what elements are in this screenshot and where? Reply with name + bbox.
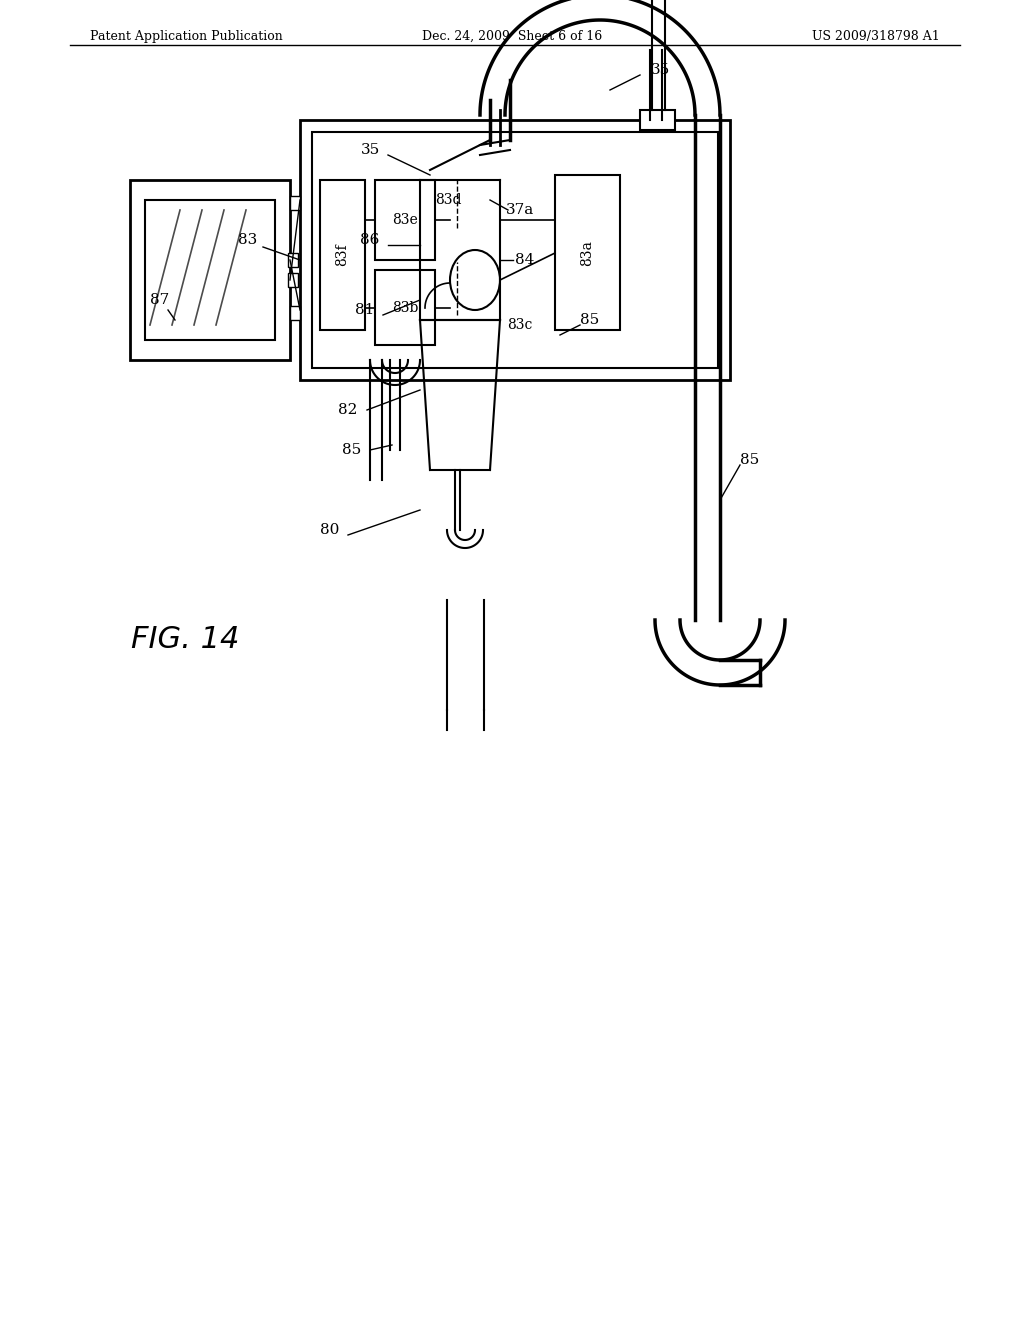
Bar: [288, 253, 298, 267]
Text: 35: 35: [360, 143, 380, 157]
Text: 83f: 83f: [335, 244, 349, 267]
Bar: [312, 132, 718, 368]
Bar: [290, 195, 300, 210]
Bar: [555, 176, 620, 330]
Text: 85: 85: [740, 453, 760, 467]
Text: 83b: 83b: [392, 301, 418, 315]
Text: US 2009/318798 A1: US 2009/318798 A1: [812, 30, 940, 44]
Bar: [640, 110, 675, 129]
Text: 85: 85: [342, 444, 361, 457]
Bar: [290, 306, 300, 319]
Text: 37a: 37a: [506, 203, 535, 216]
Bar: [445, 230, 470, 260]
Text: 35: 35: [650, 63, 670, 77]
Text: Patent Application Publication: Patent Application Publication: [90, 30, 283, 44]
Text: Dec. 24, 2009  Sheet 6 of 16: Dec. 24, 2009 Sheet 6 of 16: [422, 30, 602, 44]
Text: 83d: 83d: [435, 193, 461, 207]
Text: 83: 83: [239, 234, 258, 247]
Text: 87: 87: [151, 293, 170, 308]
Bar: [375, 180, 435, 260]
Text: 80: 80: [321, 523, 340, 537]
Text: 86: 86: [360, 234, 380, 247]
Bar: [288, 273, 298, 286]
Text: FIG. 14: FIG. 14: [131, 626, 240, 655]
Text: 81: 81: [355, 304, 375, 317]
Text: 85: 85: [581, 313, 600, 327]
Text: 82: 82: [338, 403, 357, 417]
Text: 83c: 83c: [507, 318, 532, 333]
Ellipse shape: [450, 249, 500, 310]
Text: 84: 84: [515, 253, 535, 267]
Bar: [375, 271, 435, 345]
Bar: [130, 180, 290, 360]
Bar: [300, 120, 730, 380]
Text: 83e: 83e: [392, 213, 418, 227]
Bar: [319, 180, 365, 330]
Text: 83a: 83a: [580, 240, 594, 265]
Bar: [145, 201, 275, 341]
